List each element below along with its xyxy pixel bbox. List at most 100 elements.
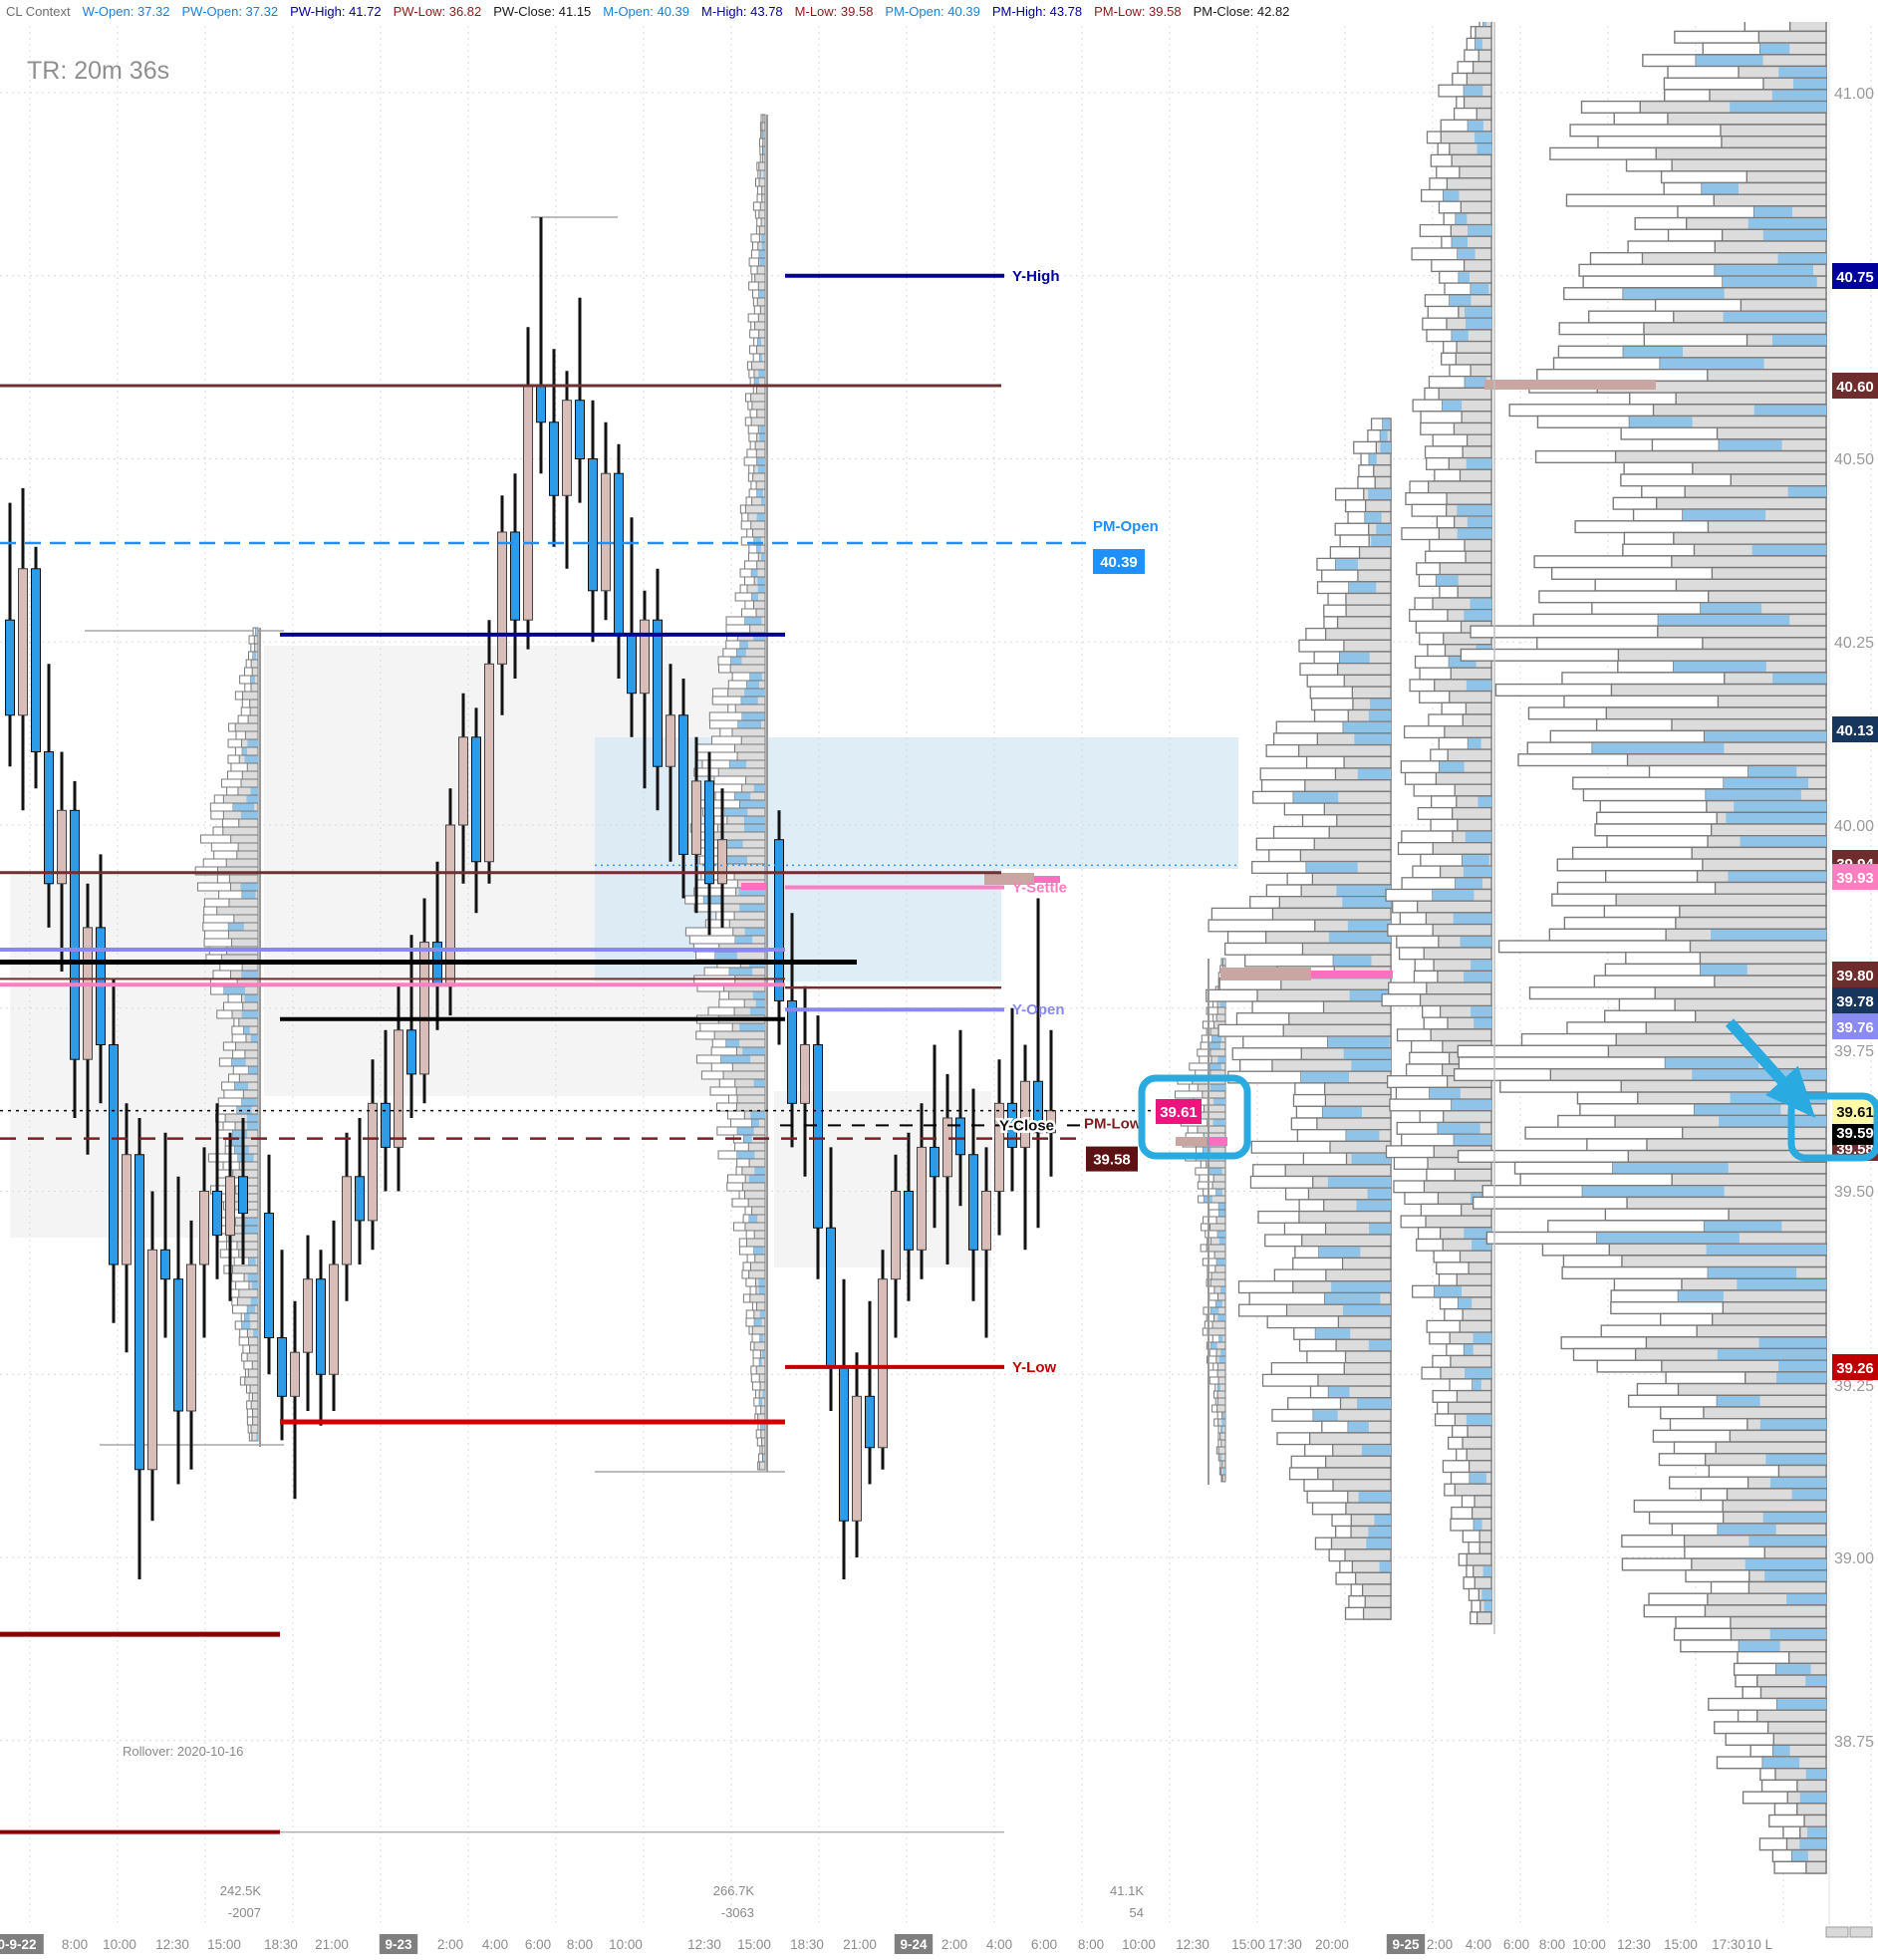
profile-row-gray [1343,639,1392,653]
profile-row-blue [763,1454,765,1462]
profile-row-gray [1467,1425,1492,1439]
candle-down [653,619,663,767]
price-badge [1832,263,1878,289]
profile-row-blue [1769,1629,1826,1640]
candle-down [678,714,688,855]
profile-row-gray [758,177,766,187]
profile-row-gray [1211,1320,1226,1329]
profile-row-blue [1336,885,1391,897]
price-badge-text: 39.58 [1836,1141,1874,1158]
profile-row-gray [754,273,766,283]
profile-row-blue [1700,965,1747,976]
candle-up [942,1117,952,1178]
candle-down [774,839,784,1001]
profile-row-blue [1215,1300,1222,1307]
profile-row-blue [1369,453,1377,465]
scroll-widget[interactable] [1825,1926,1873,1938]
profile-row-blue [1468,120,1483,132]
profile-row-gray [1722,1300,1827,1315]
profile-row-blue [1457,505,1491,516]
profile-row-blue [250,787,258,795]
scroll-handle-icon[interactable] [1825,1926,1849,1938]
composite-profile-right [1453,7,1827,1874]
candle-up [368,1102,378,1222]
profile-row-gray [755,480,766,490]
profile-row-gray [1361,1583,1392,1597]
profile-row-gray [1472,61,1492,75]
profile-row-blue [1458,248,1476,260]
profile-row-blue [753,1247,764,1255]
profile-row-gray [1209,1278,1226,1287]
date-badge-text: 9-23 [385,1937,412,1952]
profile-row-gray [1217,1446,1226,1455]
profile-row-gray [750,520,766,530]
profile-row-gray [1478,1530,1492,1543]
profile-row-gray [734,703,766,713]
profile-row-blue [223,986,246,994]
profile-row-gray [235,1041,259,1051]
poc-bar [984,873,1034,885]
profile-row-blue [1482,1565,1491,1577]
candle-down [549,421,559,496]
profile-row-gray [1444,725,1492,739]
profile-row-gray [251,667,259,677]
session-volume: 266.7K [713,1883,755,1898]
profile-row-blue [730,657,742,665]
profile-row-blue [1623,347,1684,358]
time-tick: 2:00 [437,1937,463,1952]
profile-row-gray [1702,637,1827,651]
profile-row-blue [1747,766,1797,777]
profile-row-blue [1718,1524,1776,1535]
profile-row-blue [1481,1589,1491,1600]
profile-row-gray [1702,858,1827,872]
profile-row-gray [1336,663,1392,677]
profile-row-blue [250,1034,258,1042]
price-badge-text: 40.75 [1836,269,1874,286]
profile-row-gray [1203,1104,1226,1113]
profile-row-gray [755,1301,766,1311]
price-badge-text: 39.76 [1836,1019,1874,1036]
profile-row-blue [1374,1515,1391,1526]
profile-row-blue [246,1114,258,1122]
profile-row-blue [1468,738,1481,749]
profile-row-gray [254,643,259,653]
profile-row-blue [237,1154,254,1162]
time-tick: 18:30 [264,1937,298,1952]
profile-row-gray [1211,1181,1226,1190]
profile-row-blue [1217,1384,1220,1391]
profile-row-gray [747,1142,766,1152]
profile-row-gray [1288,1012,1392,1026]
profile-row-blue [1346,1130,1380,1141]
profile-row-blue [1369,1223,1391,1235]
profile-row-gray [750,393,766,403]
profile-row-gray [751,1206,766,1216]
profile-row-gray [751,401,766,411]
profile-row-gray [1454,783,1492,797]
price-badge [1832,1013,1878,1039]
profile-row-gray [757,313,766,323]
profile-row-blue [1466,1414,1491,1426]
candle-down [173,1278,183,1412]
profile-row-gray [1615,1032,1827,1046]
time-axis[interactable]: 0-9-22 8:00 10:00 12:30 15:00 18:30 21:00 9-23 2… [0,1934,1773,1954]
profile-row-gray [1216,1397,1226,1406]
candle-down [381,1102,391,1148]
profile-row-gray [1313,837,1392,851]
profile-row-gray [1615,893,1827,907]
candle-up [342,1176,352,1265]
profile-row-blue [1458,1297,1473,1309]
profile-row-blue [1333,955,1372,967]
profile-row-gray [1756,1709,1827,1723]
scroll-handle-icon[interactable] [1849,1926,1873,1938]
profile-row-gray [1703,1406,1827,1420]
profile-row-blue [250,1297,258,1305]
profile-row-blue [1762,1513,1826,1524]
profile-row-gray [1610,683,1827,697]
candle-up [290,1351,300,1397]
profile-row-gray [717,767,766,777]
profile-row-blue [1215,1189,1222,1196]
time-tick: 21:00 [843,1937,877,1952]
candle-down [904,1191,914,1251]
price-scale[interactable]: 41.00 40.50 40.25 40.00 39.75 39.50 39.25 39.00… [1832,86,1878,1751]
